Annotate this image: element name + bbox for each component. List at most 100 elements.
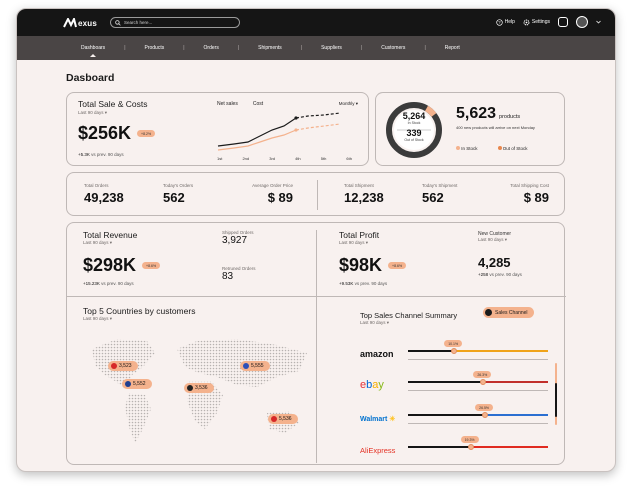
channel-toggle-icon <box>485 309 492 316</box>
monthly-dropdown[interactable]: Monthly ▾ <box>338 101 358 106</box>
x-tick: 2nd <box>242 156 250 161</box>
profit-period-dropdown[interactable]: Last 90 days ▾ <box>339 240 369 245</box>
sales-delta: +5.3K vs prev. 90 days <box>78 152 124 157</box>
country-canada[interactable]: 3,523 <box>108 361 138 371</box>
sales-line-chart <box>217 112 341 151</box>
shipped-orders: Shipped Orders 3,927 <box>222 230 254 246</box>
nav-customers[interactable]: Customers <box>381 45 406 51</box>
settings-label: Settings <box>531 19 550 25</box>
horizontal-divider <box>67 296 566 297</box>
help-button[interactable]: ? Help <box>495 18 515 26</box>
new-customer-value: 4,285 <box>478 255 511 270</box>
app-window: exus Search here... ? Help Settings Dash… <box>16 8 616 472</box>
channel-bar-fill <box>408 446 471 448</box>
x-tick: 1st <box>217 156 223 161</box>
nav-separator: | <box>300 45 303 51</box>
cost-point <box>294 128 298 132</box>
revenue-title: Total Revenue <box>83 230 138 240</box>
stat-total-shipping-cost: Total Shipping Cost $ 89 <box>510 183 549 205</box>
countries-period-dropdown[interactable]: Last 90 days ▾ <box>83 316 113 321</box>
revenue-delta: +15.23K vs prev. 90 days <box>83 281 134 286</box>
sales-channel-button[interactable]: Sales Channel <box>483 307 534 318</box>
channel-slider-knob[interactable] <box>467 444 474 450</box>
scrollbar-thumb[interactable] <box>555 383 557 417</box>
sales-title: Total Sale & Costs <box>78 99 148 109</box>
revenue-value: $298K <box>83 255 137 275</box>
in-stock-label: In Stock <box>407 121 421 125</box>
country-germany[interactable]: 3,536 <box>184 383 214 393</box>
overview-card: Total Revenue Last 90 days ▾ $298K +8.6%… <box>66 222 566 465</box>
help-label: Help <box>504 19 515 25</box>
channel-row-walmart: Walmart ✳ 26.5% <box>360 404 550 424</box>
canada-flag <box>111 363 117 369</box>
channel-bar-fill <box>408 350 455 352</box>
returned-orders: Retruned Orders 83 <box>222 266 256 282</box>
sales-period-dropdown[interactable]: Last 90 days ▾ <box>78 110 108 115</box>
channel-bar-track <box>408 350 548 352</box>
stock-donut <box>386 102 442 158</box>
country-usa[interactable]: 5,552 <box>122 379 152 389</box>
products-note: 400 new products will arrive on next Mon… <box>456 125 535 130</box>
nav-separator: | <box>424 45 426 51</box>
cost-forecast <box>295 123 341 131</box>
page-title: Dasboard <box>66 72 115 84</box>
channel-pct: 10.1% <box>444 340 463 347</box>
chevron-down-icon[interactable] <box>596 20 601 24</box>
new-customer-label: New Customer <box>478 231 512 237</box>
channel-pct: 26.5% <box>475 404 494 411</box>
nav-dashboards[interactable]: Dashboars <box>81 45 106 57</box>
out-of-stock-arc <box>386 102 442 158</box>
stat-today-orders: Today's Orders 562 <box>163 183 194 205</box>
new-customer-period[interactable]: Last 90 days ▾ <box>478 237 508 242</box>
legend-in-stock: In Stock <box>461 146 478 151</box>
channel-bar-track <box>408 446 548 448</box>
south-america-shape <box>125 393 151 443</box>
country-poland[interactable]: 5,536 <box>268 414 298 424</box>
avatar[interactable] <box>576 16 588 28</box>
channels-period-dropdown[interactable]: Last 90 days ▾ <box>360 320 390 325</box>
search-input[interactable]: Search here... <box>110 17 240 28</box>
cost-line <box>217 129 297 151</box>
channel-slider-knob[interactable] <box>451 348 458 354</box>
logo[interactable]: exus <box>63 16 97 30</box>
gear-icon <box>523 19 530 25</box>
stats-card: Total Orders 49,238 Today's Orders 562 A… <box>66 172 565 216</box>
revenue-period-dropdown[interactable]: Last 90 days ▾ <box>83 240 113 245</box>
top-right-menu: ? Help Settings <box>495 16 601 28</box>
products-unit: products <box>499 114 521 120</box>
logo-icon <box>63 18 77 28</box>
channel-row-aliexpress: AliExpress 19.3% <box>360 436 550 456</box>
stat-avg-order-price: Average Order Price $ 89 <box>252 183 293 205</box>
nav-shipments[interactable]: Shipments <box>258 45 282 51</box>
channel-slider-knob[interactable] <box>482 412 489 418</box>
out-stock-label: Out of Stock <box>404 138 424 142</box>
channel-row-ebay: ebay 26.3% <box>360 371 550 391</box>
stock-legend: In Stock Out of Stock <box>456 146 528 151</box>
nav-separator: | <box>124 45 126 51</box>
stat-today-shipment: Today's Shipment 562 <box>422 183 458 205</box>
x-tick: 5th <box>320 156 327 161</box>
net-sales-line <box>217 117 297 147</box>
channel-bar-fill <box>408 414 486 416</box>
sales-badge: +8.2% <box>137 130 156 137</box>
sales-card: Total Sale & Costs Last 90 days ▾ $256K … <box>66 92 369 166</box>
walmart-logo: Walmart ✳ <box>360 416 396 423</box>
vertical-divider <box>316 230 317 463</box>
profit-delta: +9.53K vs prev. 90 days <box>339 281 388 286</box>
chart-x-axis: 1st 2nd 3rd 4th 5th 6th <box>217 156 352 161</box>
nav-orders[interactable]: Orders <box>203 45 219 51</box>
nav-products[interactable]: Products <box>144 45 165 51</box>
nav-report[interactable]: Report <box>444 45 460 51</box>
new-customer-delta: +258 vs prev. 90 days <box>478 272 522 277</box>
nav-separator: | <box>237 45 240 51</box>
search-icon <box>115 19 121 26</box>
countries-title: Top 5 Countries by customers <box>83 306 196 316</box>
channel-slider-knob[interactable] <box>480 379 487 385</box>
notification-icon[interactable] <box>558 17 568 27</box>
x-tick: 3rd <box>269 156 275 161</box>
legend-net-sales: Net sales <box>217 101 238 107</box>
settings-button[interactable]: Settings <box>523 19 550 26</box>
profit-value: $98K <box>339 255 383 275</box>
nav-suppliers[interactable]: Suppliers <box>321 45 342 51</box>
country-russia[interactable]: 5,555 <box>240 361 270 371</box>
